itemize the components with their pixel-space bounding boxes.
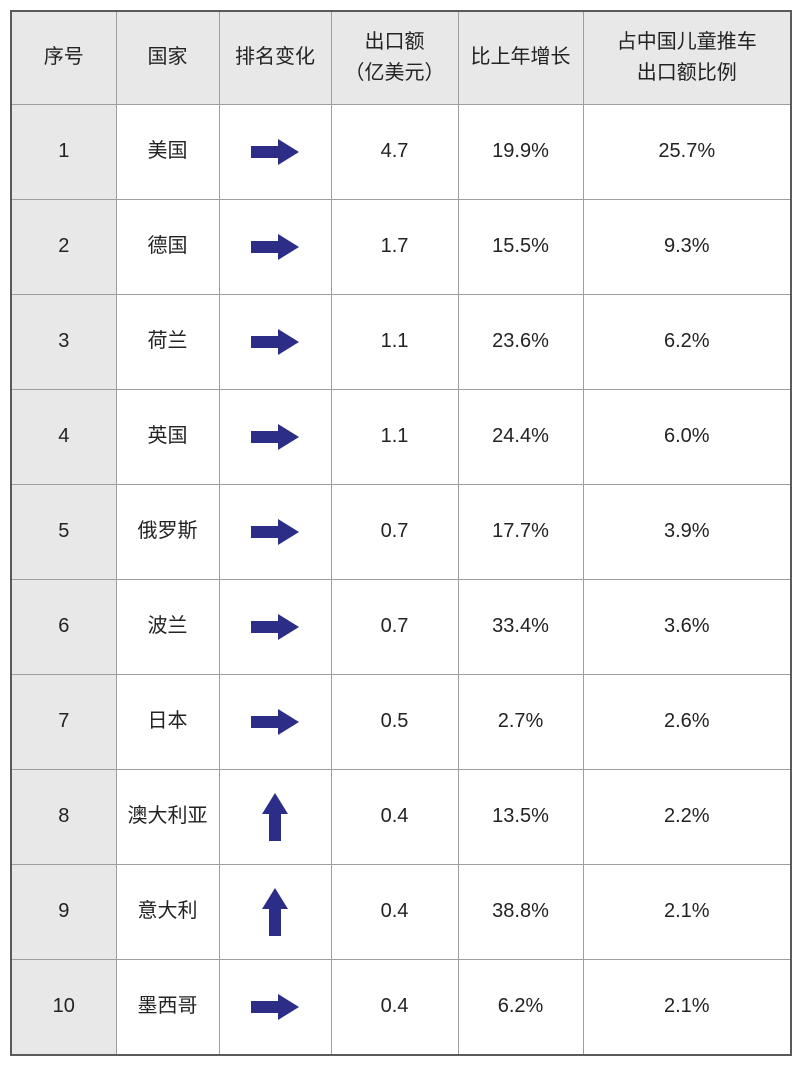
table-row: 10 墨西哥 0.4 6.2% 2.1%: [10, 958, 792, 1055]
country-cell: 德国: [115, 198, 220, 295]
growth-cell: 6.2%: [457, 958, 584, 1055]
export-table-container: 序号 国家 排名变化 出口额 （亿美元） 比上年增长 占中国儿童推车 出口额比例…: [10, 10, 792, 1056]
export-value-cell: 1.7: [330, 198, 459, 295]
country-cell: 波兰: [115, 578, 220, 675]
right-arrow-icon: [251, 708, 299, 735]
arrow-box: [220, 580, 331, 674]
growth-cell: 38.8%: [457, 863, 584, 960]
rank-change-cell: [218, 673, 332, 770]
right-arrow-icon: [251, 518, 299, 545]
share-cell: 6.0%: [582, 388, 792, 485]
rank-cell: 6: [10, 578, 117, 675]
rank-cell: 7: [10, 673, 117, 770]
share-cell: 2.1%: [582, 958, 792, 1055]
arrow-box: [220, 390, 331, 484]
share-cell: 9.3%: [582, 198, 792, 295]
table-row: 6 波兰 0.7 33.4% 3.6%: [10, 578, 792, 675]
arrow-box: [220, 200, 331, 294]
share-cell: 2.6%: [582, 673, 792, 770]
table-body: 1 美国 4.7 19.9% 25.7% 2 德国 1.7 15.5% 9.3%…: [10, 103, 792, 1055]
right-arrow-icon: [251, 138, 299, 165]
rank-change-cell: [218, 483, 332, 580]
header-yoy-growth: 比上年增长: [457, 10, 584, 105]
export-value-cell: 0.4: [330, 768, 459, 865]
header-rank-change: 排名变化: [218, 10, 332, 105]
arrow-box: [220, 105, 331, 199]
rank-cell: 4: [10, 388, 117, 485]
table-header: 序号 国家 排名变化 出口额 （亿美元） 比上年增长 占中国儿童推车 出口额比例: [10, 10, 792, 105]
rank-change-cell: [218, 958, 332, 1055]
growth-cell: 19.9%: [457, 103, 584, 200]
export-value-cell: 0.7: [330, 578, 459, 675]
growth-cell: 33.4%: [457, 578, 584, 675]
up-arrow-icon: [262, 887, 288, 936]
table-row: 1 美国 4.7 19.9% 25.7%: [10, 103, 792, 200]
arrow-box: [220, 960, 331, 1054]
export-value-cell: 1.1: [330, 388, 459, 485]
arrow-box: [220, 675, 331, 769]
country-cell: 日本: [115, 673, 220, 770]
arrow-box: [220, 295, 331, 389]
country-cell: 墨西哥: [115, 958, 220, 1055]
header-row: 序号 国家 排名变化 出口额 （亿美元） 比上年增长 占中国儿童推车 出口额比例: [10, 10, 792, 105]
country-cell: 美国: [115, 103, 220, 200]
country-cell: 荷兰: [115, 293, 220, 390]
rank-cell: 10: [10, 958, 117, 1055]
share-cell: 25.7%: [582, 103, 792, 200]
share-cell: 2.2%: [582, 768, 792, 865]
table-row: 9 意大利 0.4 38.8% 2.1%: [10, 863, 792, 960]
rank-change-cell: [218, 293, 332, 390]
right-arrow-icon: [251, 233, 299, 260]
table-row: 4 英国 1.1 24.4% 6.0%: [10, 388, 792, 485]
table-row: 2 德国 1.7 15.5% 9.3%: [10, 198, 792, 295]
country-cell: 意大利: [115, 863, 220, 960]
header-country: 国家: [115, 10, 220, 105]
country-cell: 英国: [115, 388, 220, 485]
rank-change-cell: [218, 578, 332, 675]
right-arrow-icon: [251, 613, 299, 640]
rank-cell: 3: [10, 293, 117, 390]
rank-cell: 2: [10, 198, 117, 295]
up-arrow-icon: [262, 792, 288, 841]
export-value-cell: 1.1: [330, 293, 459, 390]
rank-cell: 5: [10, 483, 117, 580]
export-value-cell: 0.7: [330, 483, 459, 580]
growth-cell: 15.5%: [457, 198, 584, 295]
export-value-cell: 0.4: [330, 958, 459, 1055]
header-rank: 序号: [10, 10, 117, 105]
growth-cell: 24.4%: [457, 388, 584, 485]
rank-change-cell: [218, 863, 332, 960]
rank-cell: 8: [10, 768, 117, 865]
growth-cell: 17.7%: [457, 483, 584, 580]
rank-change-cell: [218, 198, 332, 295]
export-table: 序号 国家 排名变化 出口额 （亿美元） 比上年增长 占中国儿童推车 出口额比例…: [10, 10, 792, 1056]
rank-cell: 9: [10, 863, 117, 960]
table-row: 3 荷兰 1.1 23.6% 6.2%: [10, 293, 792, 390]
growth-cell: 23.6%: [457, 293, 584, 390]
right-arrow-icon: [251, 423, 299, 450]
arrow-box: [220, 770, 331, 864]
share-cell: 6.2%: [582, 293, 792, 390]
growth-cell: 13.5%: [457, 768, 584, 865]
arrow-box: [220, 865, 331, 959]
arrow-box: [220, 485, 331, 579]
country-cell: 俄罗斯: [115, 483, 220, 580]
export-value-cell: 4.7: [330, 103, 459, 200]
share-cell: 3.9%: [582, 483, 792, 580]
right-arrow-icon: [251, 993, 299, 1020]
rank-change-cell: [218, 768, 332, 865]
share-cell: 2.1%: [582, 863, 792, 960]
right-arrow-icon: [251, 328, 299, 355]
header-export-value: 出口额 （亿美元）: [330, 10, 459, 105]
growth-cell: 2.7%: [457, 673, 584, 770]
export-value-cell: 0.5: [330, 673, 459, 770]
table-row: 8 澳大利亚 0.4 13.5% 2.2%: [10, 768, 792, 865]
country-cell: 澳大利亚: [115, 768, 220, 865]
table-row: 7 日本 0.5 2.7% 2.6%: [10, 673, 792, 770]
export-value-cell: 0.4: [330, 863, 459, 960]
rank-cell: 1: [10, 103, 117, 200]
header-share: 占中国儿童推车 出口额比例: [582, 10, 792, 105]
table-row: 5 俄罗斯 0.7 17.7% 3.9%: [10, 483, 792, 580]
share-cell: 3.6%: [582, 578, 792, 675]
